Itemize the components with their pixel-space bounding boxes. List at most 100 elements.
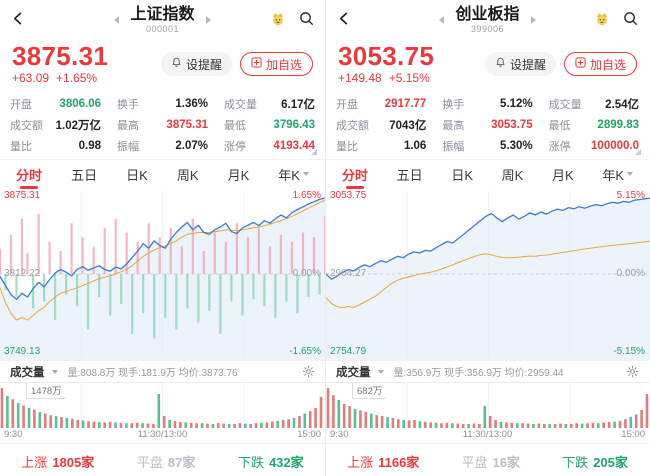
volume-title[interactable]: 成交量: [10, 366, 45, 379]
page-title: 上证指数: [130, 6, 195, 23]
add-box-icon: [575, 57, 586, 71]
add-watchlist-label: 加自选: [589, 57, 626, 72]
add-box-icon: [251, 57, 262, 71]
change-percent: +5.15%: [388, 71, 430, 85]
add-watchlist-button[interactable]: 加自选: [563, 52, 637, 76]
stats-panel: 开盘 2917.77 换手 5.12% 成交量 2.54亿 成交额 7043亿 最高 30…: [326, 88, 649, 160]
current-price: 3053.75: [338, 41, 435, 71]
time-tick-close: 15:00: [621, 429, 645, 440]
time-axis: 9:30 11:30/13:00 15:00: [0, 429, 325, 443]
decliners-count[interactable]: 下跌 432家: [237, 454, 304, 470]
volume-header: 成交量 量:356.9万 现手:356.9万 均价:2959.44: [326, 360, 649, 382]
change-amount: +63.09: [12, 71, 50, 85]
price-block: 3053.75 +149.48 +5.15%: [338, 41, 437, 86]
stat-volume: 成交量 6.17亿: [224, 98, 315, 111]
current-price: 3875.31: [12, 41, 109, 71]
stock-code: 399006: [470, 24, 505, 34]
volume-chart[interactable]: 1478万: [0, 382, 325, 429]
tab-weekly-k[interactable]: 周K: [501, 167, 524, 183]
set-alert-button[interactable]: 设提醒: [160, 52, 232, 76]
stat-high: 最高 3053.75: [442, 118, 533, 132]
set-alert-button[interactable]: 设提醒: [484, 52, 556, 76]
time-tick-open: 9:30: [330, 429, 349, 440]
price-change: +149.48 +5.15%: [338, 71, 437, 85]
tab-5day[interactable]: 五日: [396, 167, 423, 183]
add-watchlist-button[interactable]: 加自选: [239, 52, 313, 76]
stat-open: 开盘 3806.06: [10, 97, 101, 111]
decliners-count[interactable]: 下跌 205家: [562, 454, 628, 470]
period-tabs: 分时 五日 日K 周K 月K 年K: [326, 160, 649, 188]
volume-chart[interactable]: 682万: [326, 382, 650, 429]
expand-stats-icon[interactable]: [635, 149, 641, 155]
advancers-count[interactable]: 上涨 1166家: [347, 454, 420, 470]
tab-weekly-k[interactable]: 周K: [176, 167, 199, 183]
prev-index-icon[interactable]: [114, 15, 120, 24]
time-tick-noon: 11:30/13:00: [137, 429, 188, 440]
tab-intraday[interactable]: 分时: [16, 165, 42, 184]
next-index-icon[interactable]: [530, 15, 536, 24]
mascot-icon[interactable]: [270, 10, 286, 31]
tab-monthly-k[interactable]: 月K: [552, 167, 574, 183]
tab-yearly-k[interactable]: 年K: [602, 165, 633, 184]
stat-amount: 成交额 1.02万亿: [10, 119, 101, 132]
intraday-chart[interactable]: 3875.31 1.65% 3812.22 0.00% 3749.13 -1.6…: [0, 188, 325, 360]
period-tabs: 分时 五日 日K 周K 月K 年K: [0, 160, 325, 188]
stat-low: 最低 2899.83: [548, 118, 639, 132]
stock-code: 000001: [145, 24, 180, 34]
change-amount: +149.48: [338, 71, 382, 85]
stat-volratio: 量比 0.98: [10, 139, 101, 153]
stat-volratio: 量比 1.06: [336, 139, 427, 153]
tab-daily-k[interactable]: 日K: [451, 167, 474, 183]
back-icon[interactable]: [11, 11, 26, 31]
market-breadth-bar: 上涨 1166家 平盘 16家 下跌 205家: [326, 443, 649, 476]
volume-max-label: 1478万: [26, 383, 66, 399]
stat-low: 最低 3796.43: [224, 118, 315, 132]
set-alert-label: 设提醒: [509, 57, 546, 72]
prev-index-icon[interactable]: [439, 15, 445, 24]
tab-monthly-k[interactable]: 月K: [227, 167, 250, 183]
back-icon[interactable]: [337, 11, 352, 31]
volume-max-label: 682万: [352, 383, 387, 399]
header: 创业板指 399006: [326, 0, 649, 40]
intraday-chart[interactable]: 3053.75 5.15% 2904.27 0.00% 2754.79 -5.1…: [326, 188, 650, 360]
header: 上证指数 000001: [0, 0, 325, 40]
mascot-icon[interactable]: [594, 10, 610, 31]
unchanged-count[interactable]: 平盘 87家: [136, 454, 196, 470]
gear-icon[interactable]: [302, 365, 315, 378]
bell-icon: [171, 57, 182, 71]
tab-5day[interactable]: 五日: [71, 167, 98, 183]
price-change: +63.09 +1.65%: [12, 71, 108, 85]
market-breadth-bar: 上涨 1805家 平盘 87家 下跌 432家: [0, 443, 325, 476]
gear-icon[interactable]: [626, 365, 639, 378]
price-block: 3875.31 +63.09 +1.65%: [12, 41, 109, 86]
tab-yearly-k[interactable]: 年K: [278, 165, 309, 184]
chevron-down-icon[interactable]: [51, 369, 58, 374]
search-icon[interactable]: [623, 11, 638, 31]
next-index-icon[interactable]: [205, 15, 211, 24]
tab-intraday[interactable]: 分时: [342, 165, 368, 184]
time-tick-open: 9:30: [4, 429, 23, 440]
stat-amplitude: 振幅 2.07%: [117, 139, 208, 153]
advancers-count[interactable]: 上涨 1805家: [21, 454, 95, 470]
stat-limitup: 涨停 100000.0: [548, 139, 639, 153]
stat-amount: 成交额 7043亿: [336, 119, 427, 132]
volume-stats: 量:808.8万 现手:181.9万 均价:3873.76: [67, 368, 238, 379]
chevron-down-icon: [627, 172, 633, 176]
stat-turnover: 换手 5.12%: [442, 97, 533, 111]
change-percent: +1.65%: [56, 71, 98, 85]
volume-title[interactable]: 成交量: [336, 366, 371, 379]
tab-daily-k[interactable]: 日K: [126, 167, 148, 183]
volume-header: 成交量 量:808.8万 现手:181.9万 均价:3873.76: [0, 360, 325, 382]
index-panel: 上证指数 000001: [0, 0, 325, 476]
chevron-down-icon[interactable]: [377, 369, 384, 374]
index-panel: 创业板指 399006: [325, 0, 650, 476]
unchanged-count[interactable]: 平盘 16家: [461, 454, 520, 470]
time-tick-close: 15:00: [297, 429, 321, 440]
stat-volume: 成交量 2.54亿: [548, 98, 639, 111]
add-watchlist-label: 加自选: [265, 57, 302, 72]
search-icon[interactable]: [299, 11, 314, 31]
expand-stats-icon[interactable]: [311, 149, 317, 155]
set-alert-label: 设提醒: [185, 57, 222, 72]
stat-amplitude: 振幅 5.30%: [442, 139, 533, 153]
